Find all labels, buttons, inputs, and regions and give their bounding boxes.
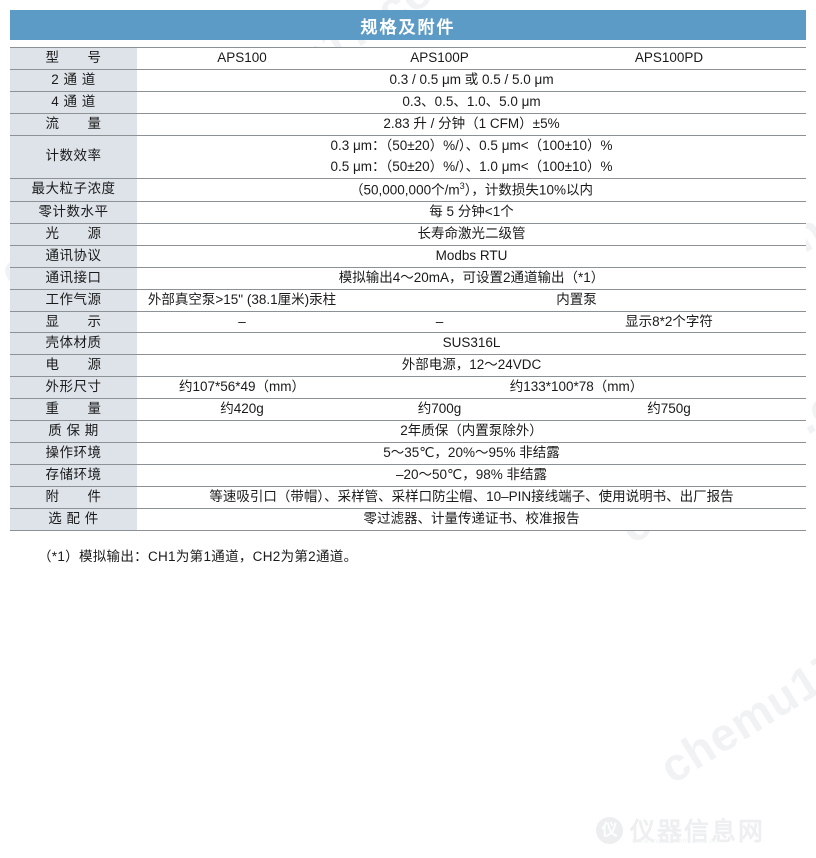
- row-label: 电 源: [10, 354, 137, 378]
- row-value-gas-source-1: 外部真空泵>15" (38.1厘米)汞柱: [137, 288, 347, 312]
- table-row: 存储环境 –20～50℃，98% 非结露: [10, 464, 806, 487]
- row-value: 长寿命激光二级管: [137, 222, 806, 246]
- page-title: 规格及附件: [10, 10, 806, 40]
- watermark-logo-cn: 仪器信息网: [630, 818, 766, 846]
- table-row: 4 通 道 0.3、0.5、1.0、5.0 μm: [10, 90, 806, 114]
- row-label: 计数效率: [10, 134, 137, 179]
- row-value-counting-efficiency: 0.3 μm：（50±20）%/）、0.5 μm<（100±10）% 0.5 μ…: [137, 134, 806, 179]
- table-row: 型 号 APS100 APS100P APS100PD: [10, 47, 806, 70]
- row-label: 质 保 期: [10, 420, 137, 444]
- row-value-optional-accessories: 零过滤器、计量传递证书、校准报告: [137, 507, 806, 531]
- row-label: 4 通 道: [10, 90, 137, 114]
- row-value: 模拟输出4～20mA，可设置2通道输出（*1）: [137, 266, 806, 290]
- watermark-logo: 仪 仪器信息网 www.instrument.com.cn: [596, 812, 765, 848]
- row-value-gas-source-2: 内置泵: [347, 288, 806, 312]
- row-value: SUS316L: [137, 332, 806, 356]
- row-label: 重 量: [10, 398, 137, 422]
- table-row: 光 源 长寿命激光二级管: [10, 222, 806, 246]
- row-label: 选 配 件: [10, 507, 137, 531]
- table-row: 外形尺寸 约107*56*49（mm） 约133*100*78（mm）: [10, 376, 806, 400]
- row-label: 通讯协议: [10, 244, 137, 268]
- table-row: 质 保 期 2年质保（内置泵除外）: [10, 420, 806, 444]
- specifications-table: 型 号 APS100 APS100P APS100PD 2 通 道 0.3 / …: [10, 47, 806, 531]
- row-value-display-2: –: [347, 310, 532, 334]
- row-label: 最大粒子浓度: [10, 177, 137, 202]
- table-row: 通讯协议 Modbs RTU: [10, 244, 806, 268]
- counting-efficiency-line-2: 0.5 μm：（50±20）%/）、1.0 μm<（100±10）%: [330, 158, 613, 174]
- table-row: 附 件 等速吸引口（带帽）、采样管、采样口防尘帽、10–PIN接线端子、使用说明…: [10, 485, 806, 509]
- row-value-max-concentration: （50,000,000个/m3），计数损失10%以内: [137, 177, 806, 202]
- table-row: 流 量 2.83 升 / 分钟（1 CFM）±5%: [10, 112, 806, 136]
- row-value: Modbs RTU: [137, 244, 806, 268]
- row-label: 通讯接口: [10, 266, 137, 290]
- table-row: 壳体材质 SUS316L: [10, 332, 806, 356]
- table-row: 2 通 道 0.3 / 0.5 μm 或 0.5 / 5.0 μm: [10, 68, 806, 92]
- table-row: 操作环境 5～35℃，20%～95% 非结露: [10, 442, 806, 466]
- row-label: 附 件: [10, 485, 137, 509]
- max-concentration-prefix: （50,000,000个/m: [350, 182, 460, 198]
- table-body: 型 号 APS100 APS100P APS100PD 2 通 道 0.3 / …: [10, 47, 806, 531]
- row-label: 显 示: [10, 310, 137, 334]
- row-value-model-1: APS100: [137, 47, 347, 70]
- table-row: 计数效率 0.3 μm：（50±20）%/）、0.5 μm<（100±10）% …: [10, 134, 806, 179]
- row-value: 5～35℃，20%～95% 非结露: [137, 442, 806, 466]
- row-value-weight-3: 约750g: [532, 398, 806, 422]
- row-value: 2年质保（内置泵除外）: [137, 420, 806, 444]
- row-value-weight-2: 约700g: [347, 398, 532, 422]
- row-value-weight-1: 约420g: [137, 398, 347, 422]
- row-label: 光 源: [10, 222, 137, 246]
- row-value: 每 5 分钟<1个: [137, 200, 806, 224]
- row-label: 壳体材质: [10, 332, 137, 356]
- row-label: 流 量: [10, 112, 137, 136]
- table-row: 重 量 约420g 约700g 约750g: [10, 398, 806, 422]
- table-row: 工作气源 外部真空泵>15" (38.1厘米)汞柱 内置泵: [10, 288, 806, 312]
- row-value: 2.83 升 / 分钟（1 CFM）±5%: [137, 112, 806, 136]
- watermark-diagonal-text: chemu17.com: [650, 580, 816, 794]
- row-value-dimensions-1: 约107*56*49（mm）: [137, 376, 347, 400]
- row-value: 0.3 / 0.5 μm 或 0.5 / 5.0 μm: [137, 68, 806, 92]
- row-label: 存储环境: [10, 464, 137, 487]
- watermark-logo-en: www.instrument.com.cn: [632, 838, 719, 845]
- row-label: 工作气源: [10, 288, 137, 312]
- row-label: 外形尺寸: [10, 376, 137, 400]
- row-label: 2 通 道: [10, 68, 137, 92]
- row-label: 零计数水平: [10, 200, 137, 224]
- table-row: 最大粒子浓度 （50,000,000个/m3），计数损失10%以内: [10, 177, 806, 202]
- row-value-accessories: 等速吸引口（带帽）、采样管、采样口防尘帽、10–PIN接线端子、使用说明书、出厂…: [137, 485, 806, 509]
- row-value-model-2: APS100P: [347, 47, 532, 70]
- max-concentration-suffix: ），计数损失10%以内: [464, 182, 593, 198]
- row-value-display-1: –: [137, 310, 347, 334]
- table-row: 电 源 外部电源，12～24VDC: [10, 354, 806, 378]
- max-concentration-superscript: 3: [459, 180, 465, 191]
- row-value-dimensions-2: 约133*100*78（mm）: [347, 376, 806, 400]
- counting-efficiency-line-1: 0.3 μm：（50±20）%/）、0.5 μm<（100±10）%: [330, 137, 613, 153]
- row-value: 0.3、0.5、1.0、5.0 μm: [137, 90, 806, 114]
- table-row: 显 示 – – 显示8*2个字符: [10, 310, 806, 334]
- row-value-model-3: APS100PD: [532, 47, 806, 70]
- row-label: 型 号: [10, 47, 137, 70]
- table-row: 选 配 件 零过滤器、计量传递证书、校准报告: [10, 507, 806, 531]
- footnote: （*1）模拟输出：CH1为第1通道，CH2为第2通道。: [38, 548, 358, 564]
- row-label: 操作环境: [10, 442, 137, 466]
- table-row: 通讯接口 模拟输出4～20mA，可设置2通道输出（*1）: [10, 266, 806, 290]
- table-row: 零计数水平 每 5 分钟<1个: [10, 200, 806, 224]
- row-value: 外部电源，12～24VDC: [137, 354, 806, 378]
- row-value-display-3: 显示8*2个字符: [532, 310, 806, 334]
- watermark-logo-mark-icon: 仪: [596, 816, 623, 844]
- spec-sheet: 规格及附件 型 号 APS100 APS100P APS100PD 2 通 道 …: [10, 10, 806, 564]
- row-value: –20～50℃，98% 非结露: [137, 464, 806, 487]
